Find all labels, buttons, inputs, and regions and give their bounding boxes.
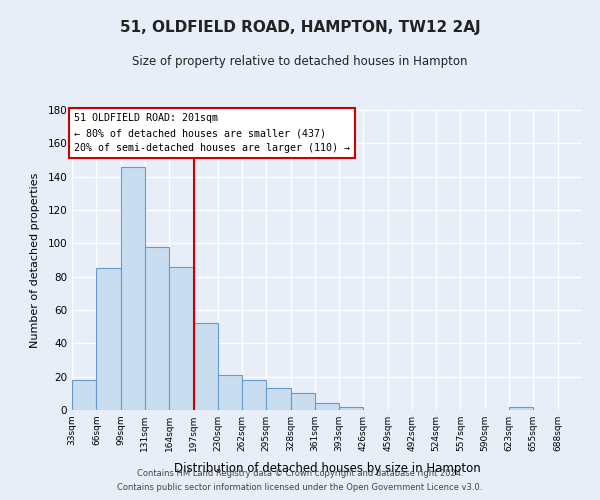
Text: 51, OLDFIELD ROAD, HAMPTON, TW12 2AJ: 51, OLDFIELD ROAD, HAMPTON, TW12 2AJ [119,20,481,35]
Text: Contains HM Land Registry data © Crown copyright and database right 2024.: Contains HM Land Registry data © Crown c… [137,468,463,477]
Bar [218,375,242,410]
Bar [97,268,121,410]
Text: 51 OLDFIELD ROAD: 201sqm
← 80% of detached houses are smaller (437)
20% of semi-: 51 OLDFIELD ROAD: 201sqm ← 80% of detach… [74,114,350,153]
Bar [315,404,339,410]
Bar [339,406,364,410]
Bar [242,380,266,410]
Bar [169,266,194,410]
Bar [72,380,97,410]
Y-axis label: Number of detached properties: Number of detached properties [31,172,40,348]
Bar [194,324,218,410]
Bar [266,388,290,410]
X-axis label: Distribution of detached houses by size in Hampton: Distribution of detached houses by size … [173,462,481,475]
Text: Contains public sector information licensed under the Open Government Licence v3: Contains public sector information licen… [118,484,482,492]
Bar [121,166,145,410]
Bar [509,406,533,410]
Bar [290,394,315,410]
Text: Size of property relative to detached houses in Hampton: Size of property relative to detached ho… [132,55,468,68]
Bar [145,246,169,410]
